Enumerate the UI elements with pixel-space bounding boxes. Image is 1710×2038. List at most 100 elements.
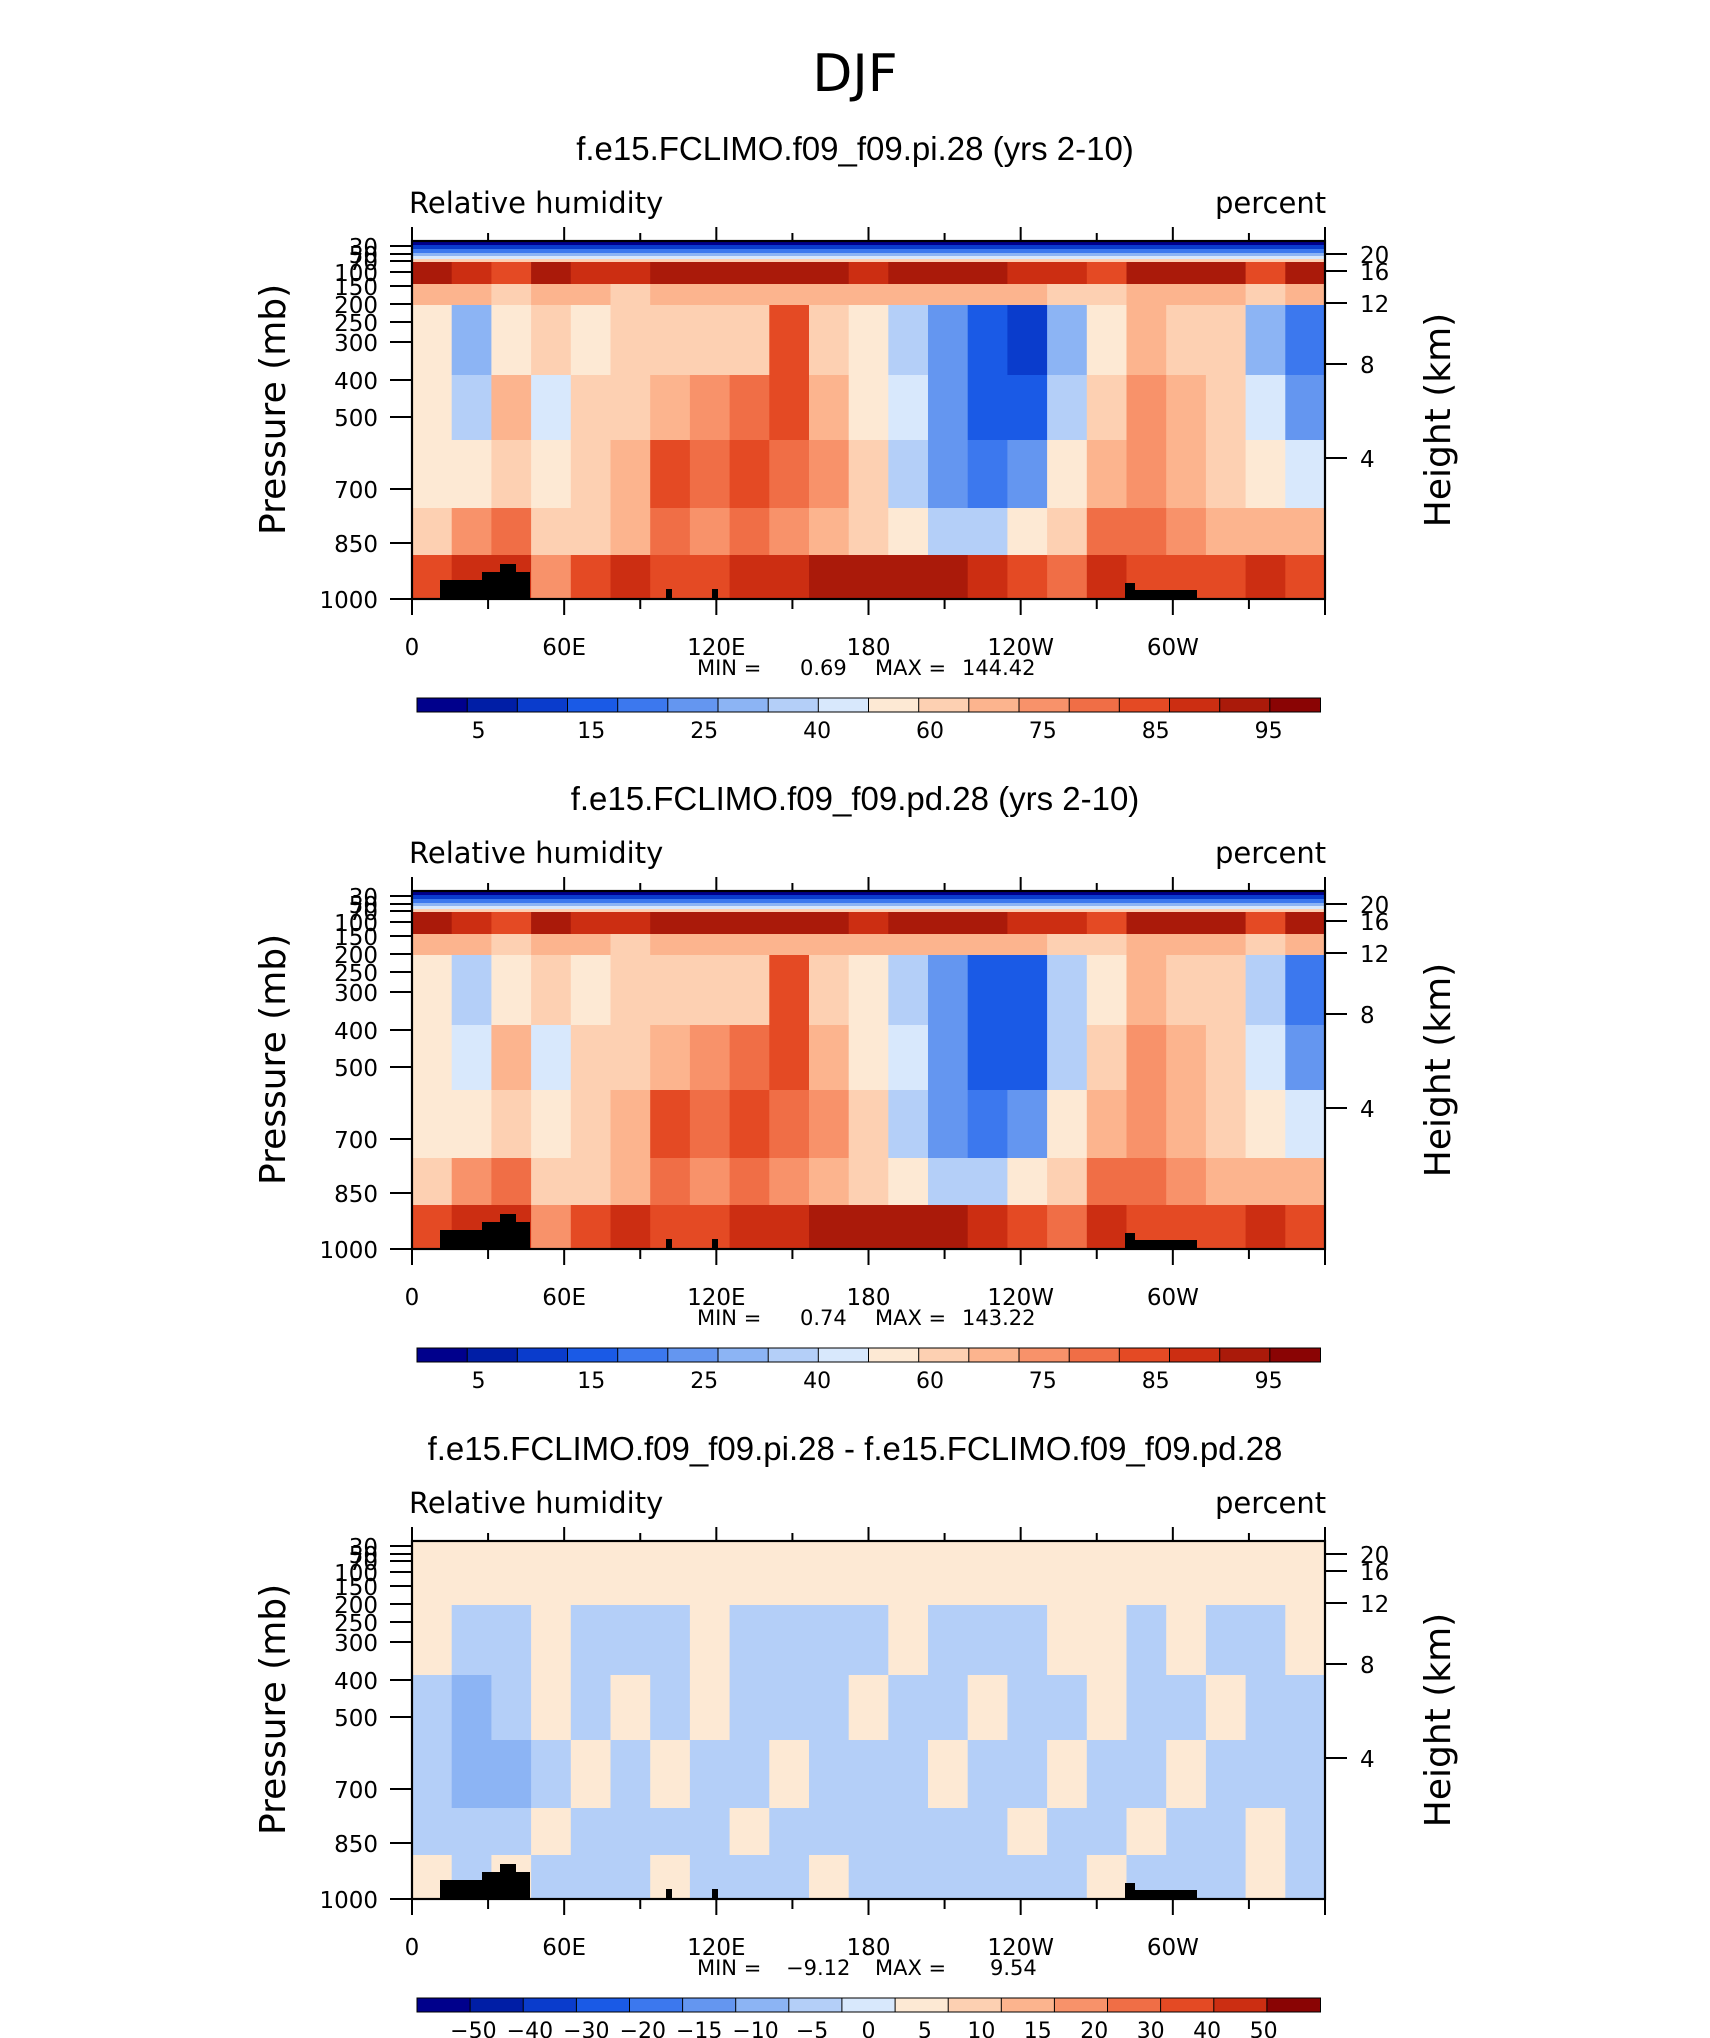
- colorbar-label: 15: [577, 1369, 605, 1394]
- field-cell: [967, 1090, 1009, 1159]
- field-cell: [1205, 1808, 1247, 1856]
- field-cell: [451, 304, 493, 376]
- field-cell: [451, 1090, 493, 1159]
- field-cell: [491, 262, 532, 284]
- colorbar-label: 60: [916, 719, 944, 744]
- field-cell: [1047, 1675, 1088, 1741]
- field-cell: [729, 1855, 771, 1900]
- y-right-tick-label: 16: [1360, 1560, 1389, 1586]
- field-cell: [1086, 375, 1128, 441]
- field-cell: [769, 555, 810, 600]
- field-cell: [1086, 1604, 1128, 1676]
- x-tick-label: 180: [847, 1285, 891, 1311]
- field-cell: [928, 1205, 969, 1250]
- field-cell: [1047, 304, 1088, 376]
- colorbar-label: 15: [577, 719, 605, 744]
- field-cell: [729, 912, 771, 934]
- field-cell: [610, 1090, 651, 1159]
- field-cell: [1166, 1740, 1207, 1809]
- y-tick-label: 70: [349, 900, 378, 926]
- field-cell: [531, 1855, 572, 1900]
- field-cell: [451, 508, 493, 556]
- field-cell: [888, 1808, 929, 1856]
- y-tick-label: 150: [334, 1575, 378, 1601]
- x-tick-label: 120W: [987, 1285, 1054, 1311]
- field-cell: [1007, 555, 1048, 600]
- field-cell: [769, 1808, 810, 1856]
- field-cell: [1126, 1158, 1167, 1206]
- field-cell: [1205, 375, 1247, 441]
- field-cell: [1166, 1562, 1207, 1584]
- field-cell: [1086, 1562, 1128, 1584]
- field-cell: [888, 1205, 929, 1250]
- field-cell: [451, 1562, 493, 1584]
- field-cell: [1086, 1025, 1128, 1091]
- y-tick-label: 850: [334, 1182, 378, 1208]
- field-cell: [888, 555, 929, 600]
- field-cell: [848, 508, 890, 556]
- field-cell: [848, 1808, 890, 1856]
- field-cell: [1007, 1675, 1048, 1741]
- field-cell: [1285, 1205, 1326, 1250]
- field-cell: [570, 1675, 612, 1741]
- field-cell: [650, 1740, 691, 1809]
- field-cell: [1285, 440, 1326, 509]
- field-cell: [928, 555, 969, 600]
- field-cell: [610, 1025, 651, 1091]
- field-cell: [1245, 1090, 1287, 1159]
- y-tick-label: 50: [349, 1543, 378, 1569]
- field-cell: [451, 1158, 493, 1206]
- field-cell: [1007, 1158, 1048, 1206]
- field-cell: [1285, 1025, 1326, 1091]
- field-cell: [1205, 555, 1247, 600]
- field-cell: [1126, 1025, 1167, 1091]
- field-cell: [412, 375, 453, 441]
- field-cell: [967, 954, 1009, 1026]
- colorbar-label: 75: [1029, 719, 1057, 744]
- field-cell: [888, 954, 929, 1026]
- field-cell: [1285, 1604, 1326, 1676]
- y-tick-label: 500: [334, 406, 378, 432]
- field-cell: [1047, 375, 1088, 441]
- field-cell: [1047, 1205, 1088, 1250]
- x-tick-label: 60E: [542, 1935, 586, 1961]
- colorbar-swatch: [1266, 1997, 1322, 2013]
- field-cell: [650, 1675, 691, 1741]
- y-tick-label: 1000: [319, 1888, 378, 1914]
- field-cell: [689, 508, 731, 556]
- field-cell: [689, 1675, 731, 1741]
- field-cell: [610, 1604, 651, 1676]
- y-right-tick-label: 16: [1360, 260, 1389, 286]
- y-tick-label: 50: [349, 893, 378, 919]
- y-tick-label: 300: [334, 331, 378, 357]
- x-tick-label: 120E: [687, 1935, 745, 1961]
- topography: [500, 564, 516, 599]
- colorbar-swatch: [1269, 1347, 1322, 1363]
- field-cell: [531, 304, 572, 376]
- min-value: 0.69: [800, 656, 847, 680]
- field-cell: [1126, 1562, 1167, 1584]
- field-cell: [848, 1740, 890, 1809]
- y-tick-label: 400: [334, 369, 378, 395]
- colorbar-label: 25: [690, 719, 718, 744]
- y-right-tick-label: 8: [1360, 1653, 1375, 1679]
- field-cell: [809, 1090, 850, 1159]
- field-cell: [531, 912, 572, 934]
- min-value: −9.12: [786, 1956, 851, 1980]
- right-title: percent: [1215, 186, 1327, 220]
- field-cell: [1205, 1740, 1247, 1809]
- y-tick-label: 200: [334, 943, 378, 969]
- field-cell: [1166, 1090, 1207, 1159]
- field-cell: [1285, 1090, 1326, 1159]
- field-cell: [848, 954, 890, 1026]
- field-cell: [570, 508, 612, 556]
- field-cell: [1047, 1025, 1088, 1091]
- colorbar-swatch: [522, 1997, 578, 2013]
- stratosphere-band: [412, 249, 1325, 253]
- field-cell: [1086, 262, 1128, 284]
- field-cell: [491, 508, 532, 556]
- colorbar-label: 25: [690, 1369, 718, 1394]
- field-cell: [1126, 954, 1167, 1026]
- field-cell: [1285, 912, 1326, 934]
- field-cell: [412, 1675, 453, 1741]
